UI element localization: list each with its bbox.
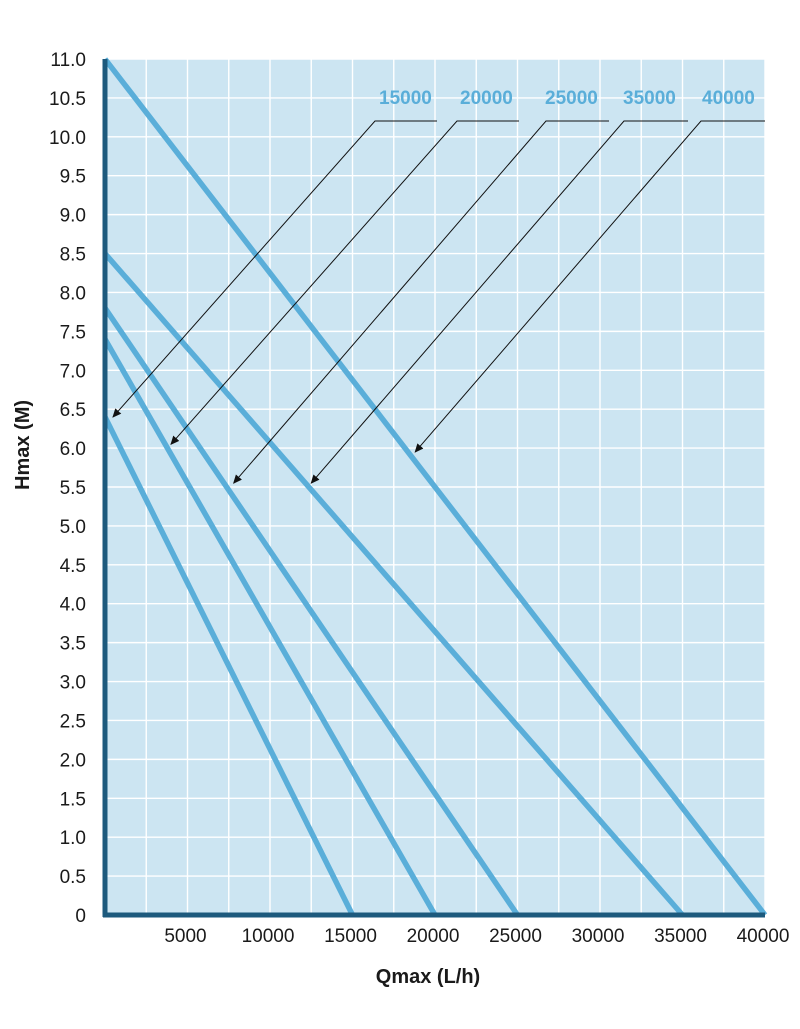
y-tick-label: 10.5 (49, 89, 86, 110)
series-line-25000 (102, 306, 520, 917)
series-line-35000 (102, 251, 685, 917)
y-tick-label: 10.0 (49, 128, 86, 149)
x-tick-label: 5000 (164, 926, 206, 947)
x-tick-label: 15000 (324, 926, 377, 947)
series-label-15000: 15000 (379, 88, 432, 109)
y-tick-label: 8.5 (60, 245, 86, 266)
y-axis-label: Hmax (M) (12, 400, 34, 490)
series-arrow-20000 (170, 120, 519, 445)
series-line-20000 (102, 337, 438, 917)
y-tick-label: 3.0 (60, 673, 86, 694)
series-lines (102, 57, 768, 917)
y-tick-label: 2.0 (60, 750, 86, 771)
y-tick-label: 6.5 (60, 400, 86, 421)
y-tick-label: 1.5 (60, 789, 86, 810)
y-tick-label: 0 (75, 906, 86, 927)
axes (102, 59, 765, 918)
y-tick-label: 5.0 (60, 517, 86, 538)
y-tick-label: 9.5 (60, 167, 86, 188)
series-annotations: 15000 20000 25000 35000 40000 (112, 88, 765, 484)
y-tick-label: 2.5 (60, 711, 86, 732)
y-tick-label: 1.0 (60, 828, 86, 849)
x-axis-label: Qmax (L/h) (376, 966, 480, 988)
series-label-25000: 25000 (545, 88, 598, 109)
series-label-35000: 35000 (623, 88, 676, 109)
series-arrow-40000 (414, 120, 765, 453)
series-label-20000: 20000 (460, 88, 513, 109)
y-tick-label: 11.0 (50, 50, 86, 71)
series-label-40000: 40000 (702, 88, 755, 109)
tick-labels: 0 0.5 1.0 1.5 2.0 2.5 3.0 3.5 4.0 4.5 5.0 5.5 6.0 6.5… (49, 50, 789, 947)
x-tick-label: 35000 (654, 926, 707, 947)
y-tick-label: 4.5 (60, 556, 86, 577)
series-line-15000 (102, 415, 355, 917)
series-arrow-15000 (112, 120, 437, 418)
series-arrow-25000 (233, 120, 609, 484)
x-tick-label: 25000 (489, 926, 542, 947)
y-tick-label: 7.0 (60, 361, 86, 382)
x-tick-label: 20000 (407, 926, 460, 947)
series-arrow-35000 (310, 120, 688, 484)
y-tick-label: 9.0 (60, 206, 86, 227)
x-tick-label: 10000 (242, 926, 295, 947)
y-tick-label: 3.5 (60, 634, 86, 655)
y-tick-label: 4.0 (60, 595, 86, 616)
series-line-40000 (102, 57, 768, 917)
y-tick-label: 7.5 (60, 322, 86, 343)
x-tick-label: 40000 (737, 926, 790, 947)
y-tick-label: 0.5 (60, 867, 86, 888)
x-tick-label: 30000 (572, 926, 625, 947)
y-tick-label: 8.0 (60, 283, 86, 304)
y-tick-label: 5.5 (60, 478, 86, 499)
y-tick-label: 6.0 (60, 439, 86, 460)
